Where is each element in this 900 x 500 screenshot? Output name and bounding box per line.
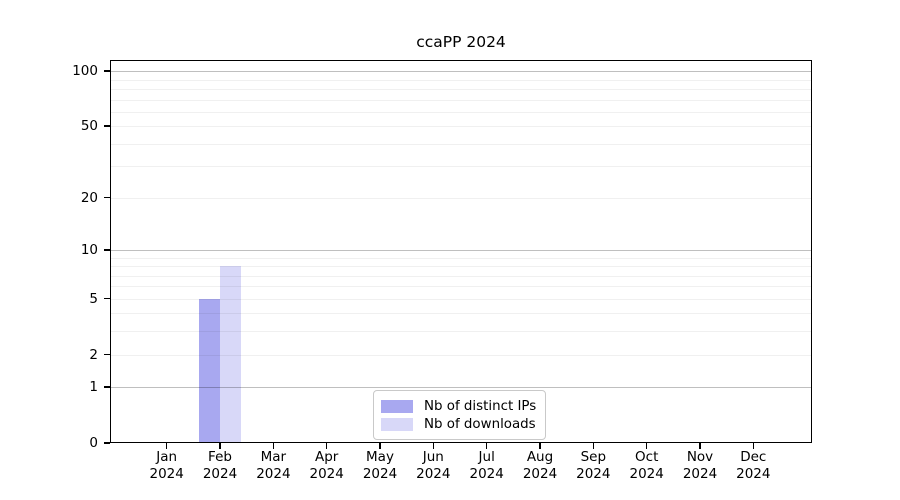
gridline-minor (110, 79, 812, 81)
gridline-minor (110, 166, 812, 168)
gridline-major (110, 387, 812, 389)
x-tick (432, 443, 435, 449)
x-tick-month: Nov (686, 449, 714, 465)
x-tick (699, 443, 701, 449)
x-tick-label: Jun 2024 (388, 449, 478, 482)
x-tick (165, 443, 168, 449)
y-tick-label: 2 (89, 346, 98, 363)
x-tick-label: Nov 2024 (655, 449, 745, 482)
x-tick (592, 443, 595, 449)
bar-feb-ips (198, 298, 221, 443)
legend-label: Nb of downloads (424, 416, 536, 432)
gridline-minor (110, 99, 812, 101)
gridline-minor (110, 286, 812, 288)
gridline-minor (110, 354, 812, 356)
y-tick (104, 125, 110, 127)
x-tick-label: Dec 2024 (708, 449, 798, 482)
y-tick (104, 353, 110, 356)
y-tick (104, 249, 110, 251)
bar-feb-downloads (220, 266, 242, 443)
chart-title: ccaPP 2024 (416, 33, 506, 51)
x-tick-label: Feb 2024 (175, 449, 265, 482)
x-tick-label: Apr 2024 (282, 449, 372, 482)
legend-swatch (381, 417, 413, 431)
legend: Nb of distinct IPs Nb of downloads (373, 390, 547, 440)
x-tick-year: 2024 (522, 465, 558, 482)
gridline-minor (110, 298, 812, 300)
gridline-minor (110, 197, 812, 199)
plot-area: Nb of distinct IPs Nb of downloads (110, 60, 812, 443)
gridline-minor (110, 88, 812, 90)
x-tick-year: 2024 (576, 465, 611, 482)
legend-item: Nb of downloads (381, 415, 536, 433)
x-tick-month: Apr (315, 449, 339, 465)
x-tick-label: Oct 2024 (602, 449, 692, 482)
x-tick-year: 2024 (256, 465, 291, 482)
legend-item: Nb of distinct IPs (381, 397, 536, 415)
y-tick (104, 442, 110, 444)
x-tick-label: Aug 2024 (495, 449, 585, 482)
x-tick-year: 2024 (149, 465, 184, 482)
x-tick-month: Jul (478, 449, 495, 465)
x-tick-month: Sep (580, 449, 607, 465)
x-tick-year: 2024 (309, 465, 344, 482)
gridline-minor (110, 111, 812, 113)
y-tick (104, 196, 110, 199)
gridline-minor (110, 143, 812, 145)
x-tick (485, 443, 488, 449)
gridline-minor (110, 275, 812, 277)
x-tick-label: Sep 2024 (548, 449, 638, 482)
x-tick-month: Feb (208, 449, 232, 465)
gridline-minor (110, 257, 812, 259)
x-tick-month: Aug (526, 449, 554, 465)
x-tick-label: Jul 2024 (442, 449, 532, 482)
y-tick-label: 20 (80, 189, 98, 206)
gridline-major (110, 71, 812, 73)
y-tick-label: 10 (80, 241, 98, 258)
x-tick (645, 443, 648, 449)
y-tick-label: 50 (80, 118, 98, 135)
x-tick-year: 2024 (736, 465, 771, 482)
x-tick (325, 443, 328, 449)
gridline-minor (110, 126, 812, 128)
gridline-minor (110, 313, 812, 315)
x-tick (219, 443, 221, 449)
legend-label: Nb of distinct IPs (424, 398, 537, 414)
x-tick-month: Mar (260, 449, 287, 465)
x-tick-label: May 2024 (335, 449, 425, 482)
x-tick (539, 443, 541, 449)
x-tick-year: 2024 (682, 465, 718, 482)
y-tick-label: 0 (89, 435, 98, 451)
x-tick-month: May (366, 449, 394, 465)
x-tick-label: Mar 2024 (228, 449, 318, 482)
gridline-major (110, 249, 812, 251)
y-tick (104, 297, 110, 300)
y-tick-label: 100 (72, 63, 98, 80)
x-tick-label: Jan 2024 (122, 449, 212, 482)
x-tick-month: Dec (740, 449, 767, 465)
x-tick-month: Oct (635, 449, 659, 465)
gridline-minor (110, 266, 812, 267)
y-tick (104, 386, 110, 388)
x-tick-year: 2024 (629, 465, 664, 482)
y-tick-label: 1 (89, 379, 98, 396)
x-tick-month: Jun (422, 449, 444, 465)
x-tick-year: 2024 (469, 465, 504, 482)
y-tick-label: 5 (89, 290, 98, 307)
legend-swatch (381, 399, 413, 413)
x-tick (272, 443, 275, 449)
x-tick (379, 443, 381, 449)
x-tick-year: 2024 (416, 465, 451, 482)
x-tick-year: 2024 (362, 465, 398, 482)
gridline-minor (110, 331, 812, 333)
x-tick-month: Jan (156, 449, 178, 465)
y-tick (104, 70, 110, 72)
x-tick (752, 443, 755, 449)
x-tick-year: 2024 (202, 465, 238, 482)
